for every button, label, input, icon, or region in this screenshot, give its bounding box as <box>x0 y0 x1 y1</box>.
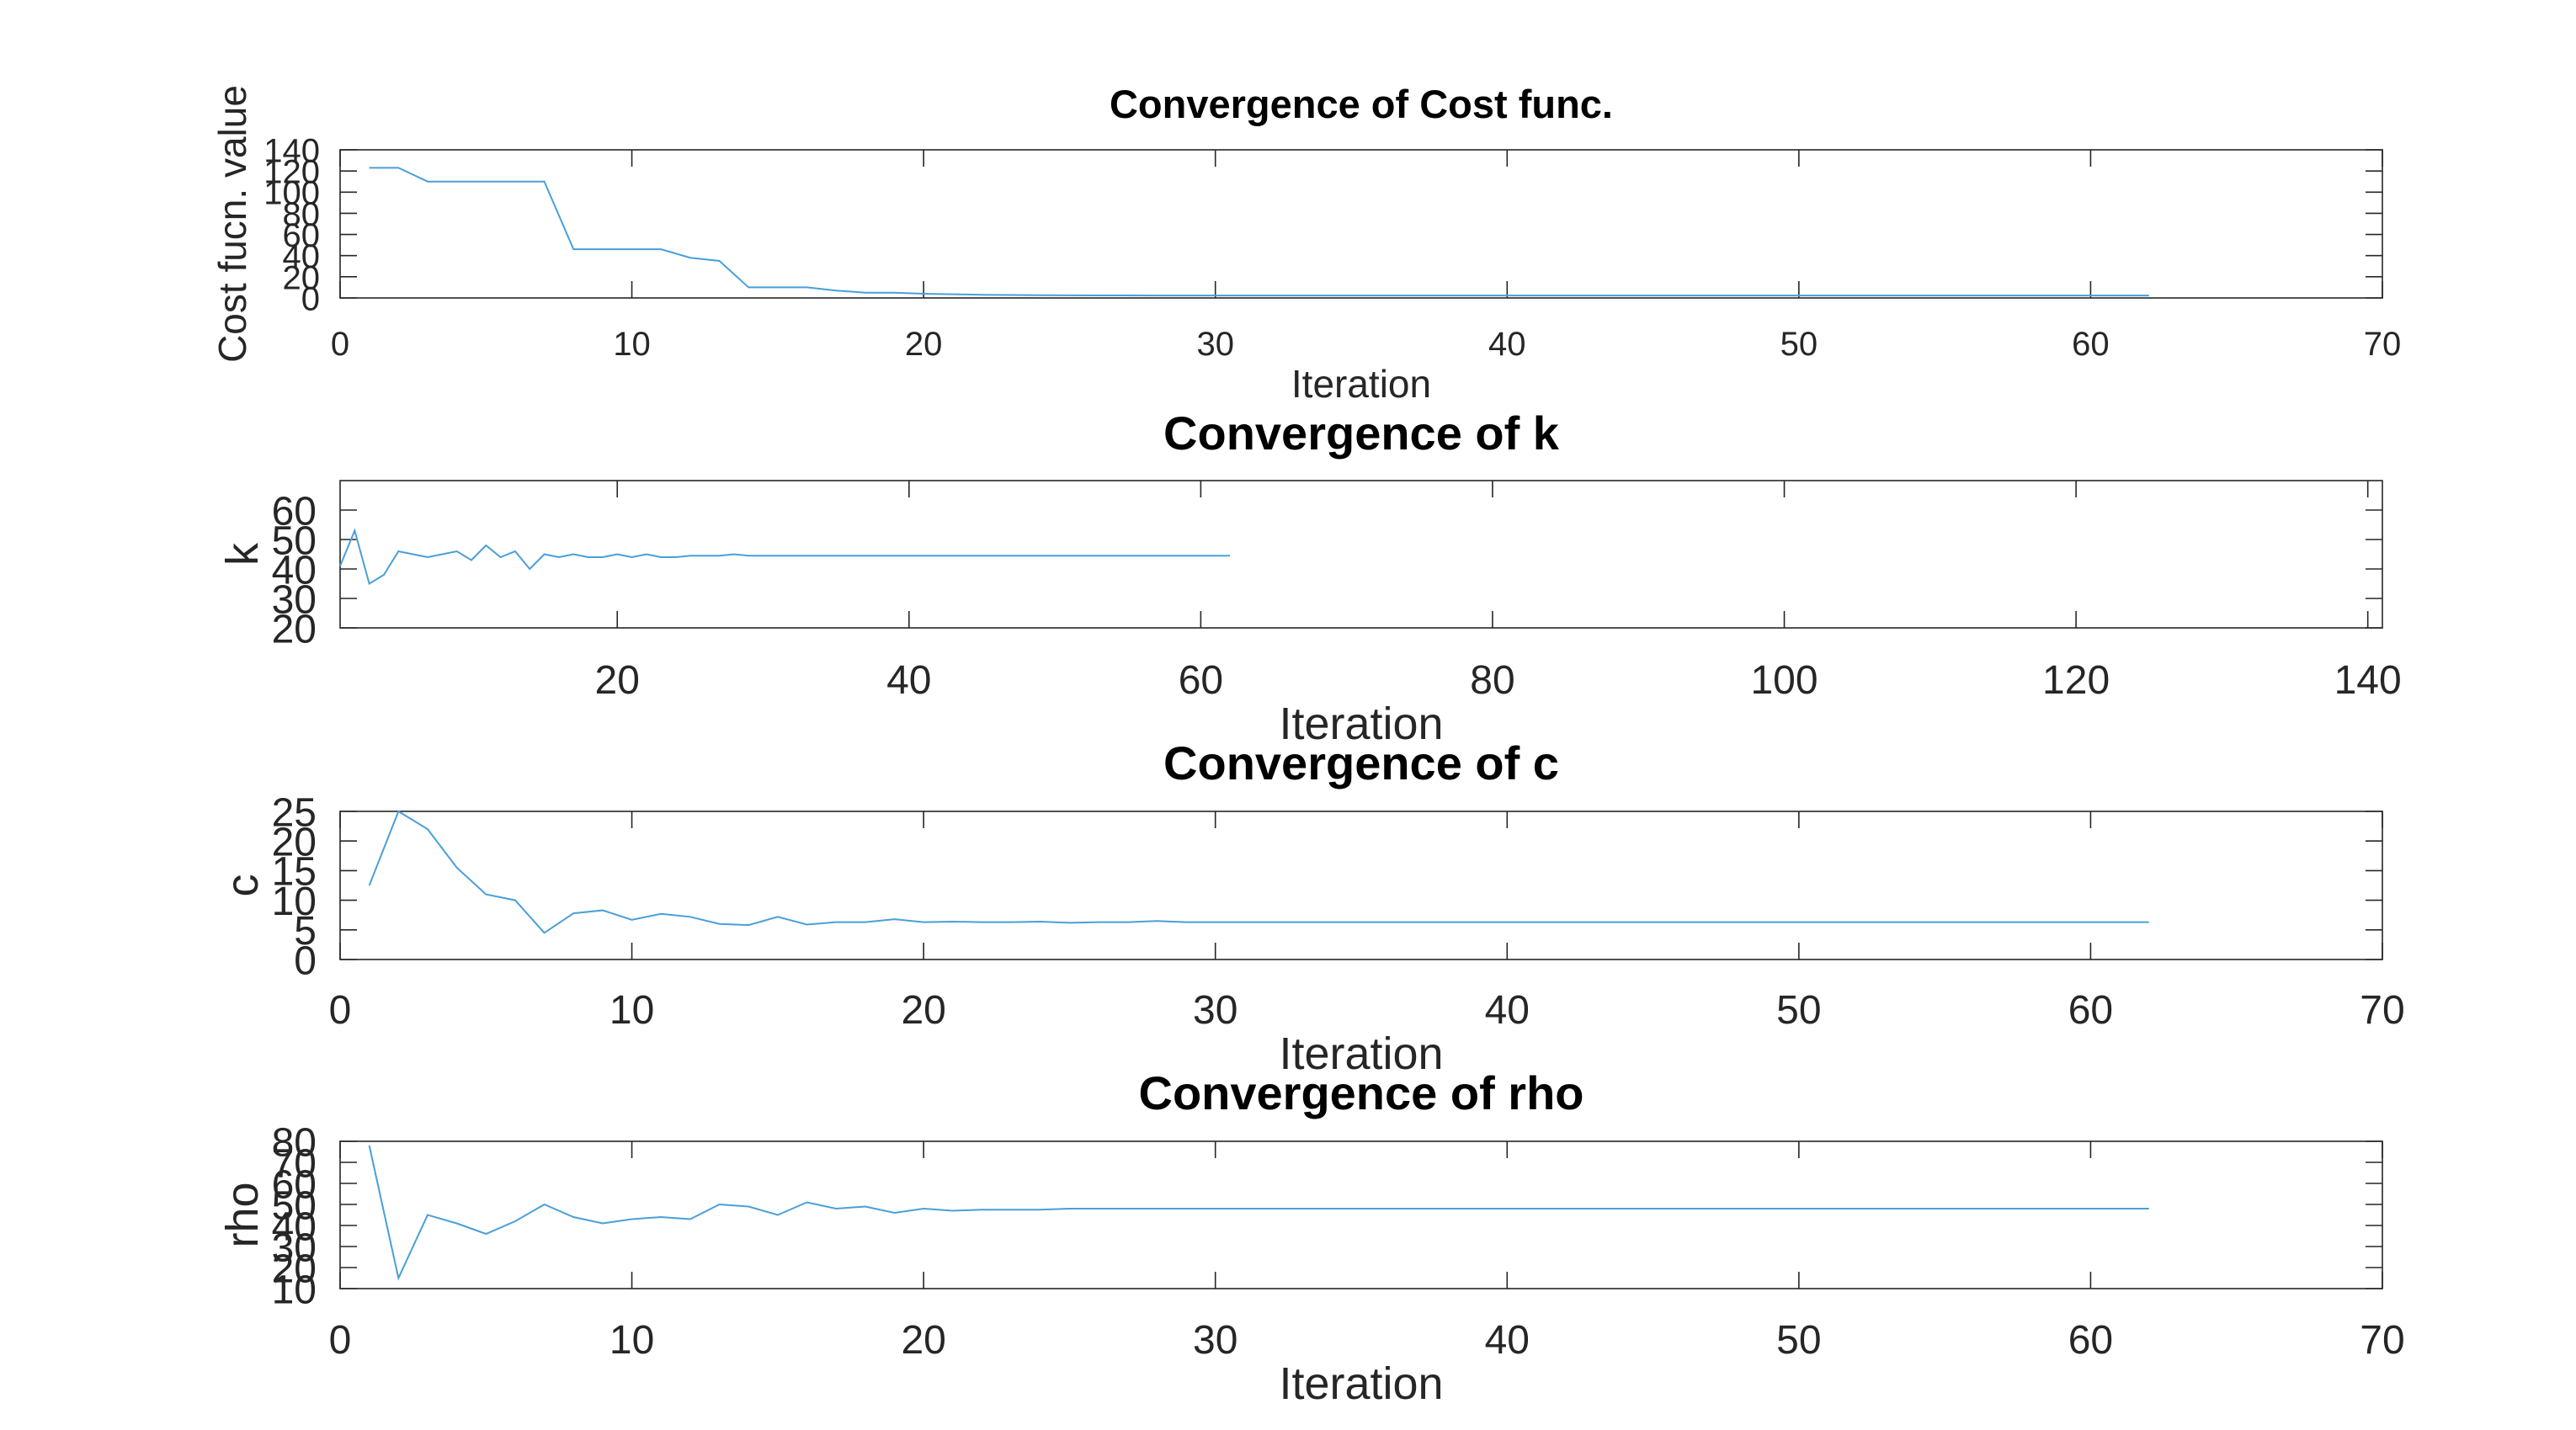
y-tick-label: 0 <box>294 938 317 983</box>
y-axis-label: Cost fucn. value <box>210 85 254 363</box>
axes-box <box>339 149 2383 299</box>
y-tick-label: 30 <box>272 577 317 622</box>
y-tick-label: 60 <box>272 489 317 534</box>
y-tick-label: 40 <box>283 238 321 275</box>
x-tick-label: 30 <box>1193 1318 1237 1363</box>
x-tick-label: 60 <box>2072 326 2110 363</box>
x-axis-label: Iteration <box>1279 1358 1443 1409</box>
series-line <box>339 528 1231 586</box>
x-tick-label: 40 <box>1488 326 1526 363</box>
x-axis-label: Iteration <box>1291 362 1431 406</box>
y-tick-label: 15 <box>272 850 317 895</box>
chart-title: Convergence of Cost func. <box>1110 82 1613 126</box>
x-tick-label: 120 <box>2042 658 2110 703</box>
y-tick-label: 120 <box>263 154 320 191</box>
axes-box <box>339 480 2383 629</box>
chart-title: Convergence of c <box>1163 736 1559 789</box>
y-tick-label: 50 <box>272 518 317 563</box>
x-tick-label: 20 <box>595 658 640 703</box>
x-tick-label: 10 <box>609 988 654 1033</box>
x-tick-label: 10 <box>613 326 651 363</box>
chart-title: Convergence of rho <box>1139 1066 1584 1119</box>
x-tick-label: 70 <box>2360 1318 2404 1363</box>
x-tick-label: 0 <box>331 326 349 363</box>
x-tick-label: 20 <box>901 1318 945 1363</box>
x-tick-label: 0 <box>329 988 352 1033</box>
y-axis-label: c <box>217 874 268 897</box>
y-tick-label: 20 <box>272 820 317 864</box>
y-tick-label: 100 <box>263 175 320 212</box>
x-tick-label: 20 <box>905 326 943 363</box>
y-axis-label: rho <box>217 1182 268 1247</box>
subplot-1: 0 10 20 30 40 50 60 70020406080100120140Converg… <box>210 82 2401 406</box>
x-tick-label: 0 <box>329 1318 352 1363</box>
y-axis-label: k <box>217 542 268 566</box>
y-tick-label: 80 <box>283 196 321 233</box>
y-tick-label: 25 <box>272 790 317 835</box>
x-tick-label: 60 <box>1179 658 1223 703</box>
y-tick-label: 40 <box>272 1204 317 1249</box>
x-tick-label: 80 <box>1470 658 1514 703</box>
series-line <box>369 167 2149 297</box>
y-tick-label: 20 <box>283 259 321 296</box>
subplot-4: 0 10 20 30 40 50 60 701020304050607080Convergen… <box>217 1066 2405 1409</box>
x-tick-label: 50 <box>1776 988 1821 1033</box>
y-tick-label: 140 <box>263 132 320 169</box>
series-line <box>368 1145 2149 1281</box>
y-tick-label: 70 <box>272 1141 317 1186</box>
x-tick-label: 40 <box>886 658 931 703</box>
y-tick-label: 20 <box>272 607 317 651</box>
y-tick-label: 10 <box>272 1268 317 1312</box>
y-tick-label: 40 <box>272 548 317 593</box>
x-tick-label: 60 <box>2068 1318 2113 1363</box>
x-tick-label: 70 <box>2360 988 2404 1033</box>
y-tick-label: 0 <box>301 280 320 317</box>
y-tick-label: 20 <box>272 1247 317 1291</box>
y-tick-label: 80 <box>272 1120 317 1165</box>
x-tick-label: 40 <box>1485 988 1530 1033</box>
x-axis-label: Iteration <box>1279 1029 1443 1079</box>
x-tick-label: 70 <box>2364 326 2402 363</box>
y-tick-label: 30 <box>272 1225 317 1270</box>
x-tick-label: 30 <box>1193 988 1237 1033</box>
x-tick-label: 10 <box>609 1318 654 1363</box>
y-tick-label: 60 <box>283 217 321 254</box>
x-tick-label: 50 <box>1776 1318 1821 1363</box>
y-tick-label: 60 <box>272 1162 317 1207</box>
axes-box <box>339 811 2383 960</box>
x-tick-label: 50 <box>1780 326 1818 363</box>
chart-title: Convergence of k <box>1163 407 1560 460</box>
series-line <box>368 810 2149 934</box>
x-tick-label: 140 <box>2334 658 2402 703</box>
x-tick-label: 40 <box>1485 1318 1530 1363</box>
y-tick-label: 10 <box>272 880 317 924</box>
x-tick-label: 30 <box>1196 326 1234 363</box>
x-axis-label: Iteration <box>1279 699 1443 749</box>
x-tick-label: 20 <box>901 988 945 1033</box>
x-tick-label: 100 <box>1750 658 1818 703</box>
y-tick-label: 50 <box>272 1183 317 1228</box>
x-tick-label: 60 <box>2068 988 2113 1033</box>
axes-box <box>339 1140 2383 1289</box>
y-tick-label: 5 <box>294 909 317 954</box>
